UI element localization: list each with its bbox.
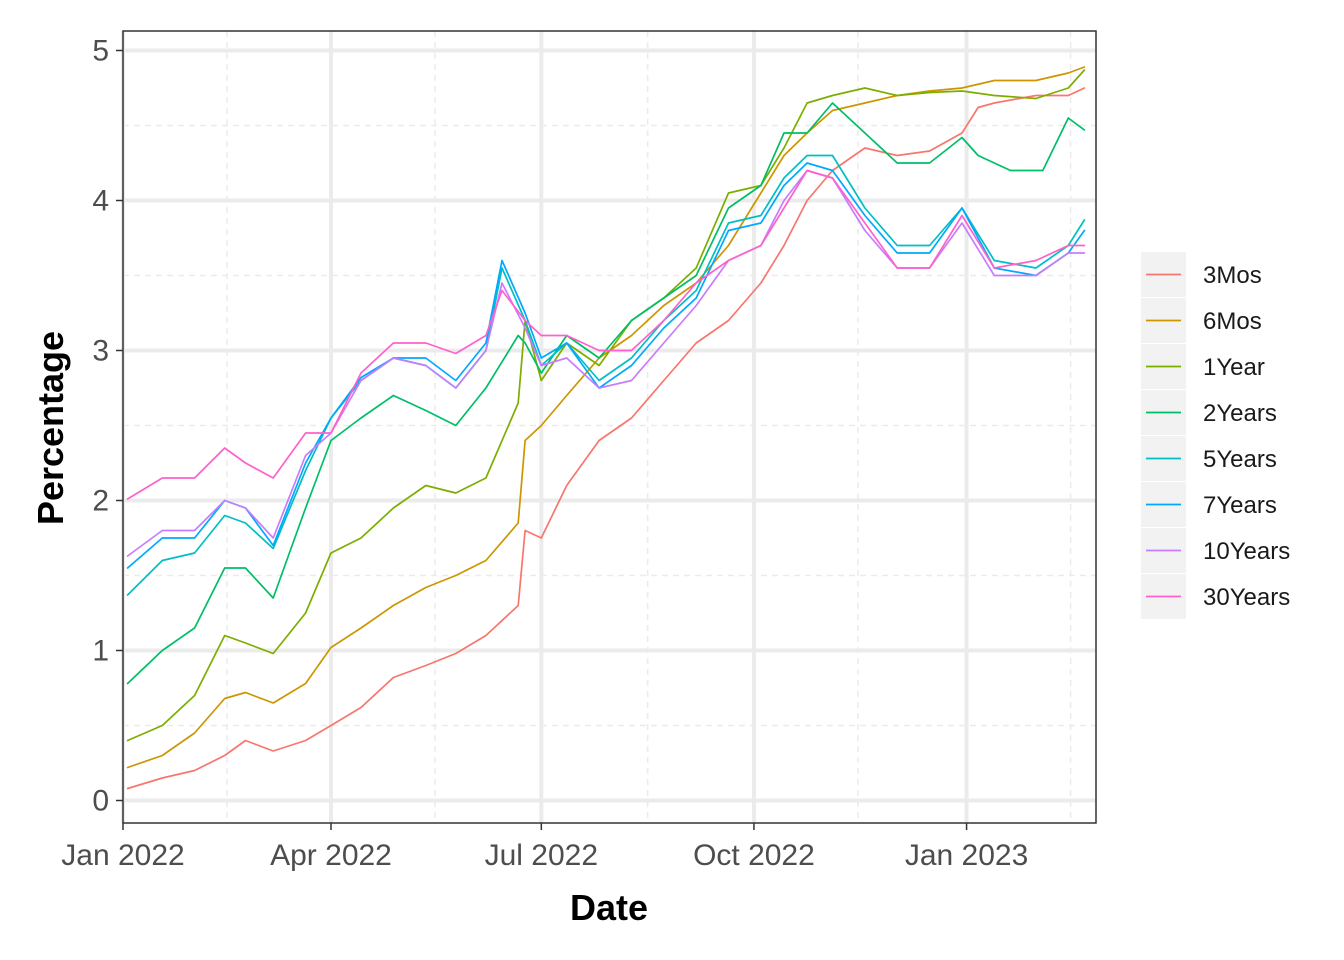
series-line-7years (126, 162, 1086, 569)
legend-label-6mos: 6Mos (1203, 308, 1262, 335)
legend-label-30years: 30Years (1203, 584, 1290, 611)
y-tick-label: 0 (92, 785, 109, 818)
legend-label-5years: 5Years (1203, 446, 1277, 473)
series-line-3mos (126, 87, 1086, 790)
series-line-2years (126, 102, 1086, 685)
x-axis-title: Date (570, 887, 648, 928)
x-tick-label: Jan 2022 (61, 839, 184, 872)
x-tick-label: Jan 2023 (905, 839, 1028, 872)
y-tick-label: 3 (92, 335, 109, 368)
legend-label-3mos: 3Mos (1203, 262, 1262, 289)
x-tick-label: Apr 2022 (270, 839, 392, 872)
y-tick-label: 4 (92, 185, 109, 218)
series-lines (126, 66, 1086, 790)
y-tick-label: 2 (92, 485, 109, 518)
minor-gridlines (123, 31, 1096, 823)
y-tick-label: 5 (92, 35, 109, 68)
y-tick-label: 1 (92, 635, 109, 668)
legend-label-10years: 10Years (1203, 538, 1290, 565)
legend: 3Mos 6Mos 1Year 2Years 5Years 7Years 10Years 30… (1141, 252, 1290, 619)
legend-label-2years: 2Years (1203, 400, 1277, 427)
x-axis: Jan 2022 Apr 2022 Jul 2022 Oct 2022 Jan 2023 (61, 823, 1028, 872)
y-axis-title: Percentage (30, 331, 71, 525)
plot-panel-border (122, 30, 1097, 824)
x-tick-label: Jul 2022 (485, 839, 598, 872)
legend-label-7years: 7Years (1203, 492, 1277, 519)
y-axis: 0 1 2 3 4 5 (92, 35, 123, 818)
series-line-1year (126, 69, 1086, 742)
x-tick-label: Oct 2022 (693, 839, 815, 872)
series-line-5years (126, 154, 1086, 596)
series-line-30years (126, 169, 1086, 500)
legend-label-1year: 1Year (1203, 354, 1265, 381)
